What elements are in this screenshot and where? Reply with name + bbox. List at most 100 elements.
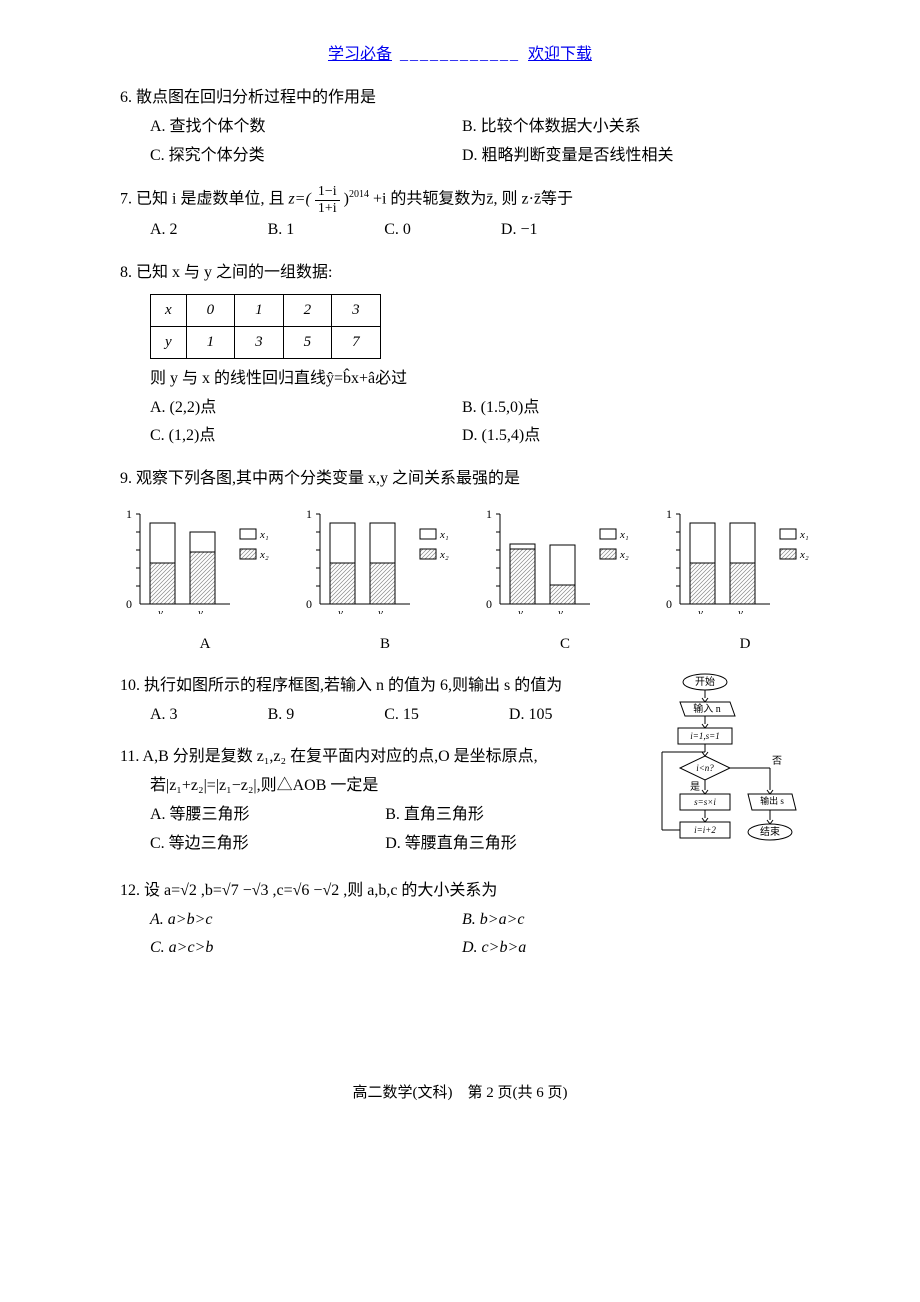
header-dashes: ____________ [400, 46, 520, 63]
svg-text:x₁: x₁ [799, 529, 809, 541]
svg-text:y₁: y₁ [517, 607, 527, 614]
flow-end: 结束 [760, 825, 780, 838]
table-row: x 0 1 2 3 [151, 294, 381, 326]
q8-cell: y [151, 326, 187, 358]
svg-text:x₂: x₂ [799, 549, 809, 561]
q10-option-d: D. 105 [509, 701, 553, 730]
q10-option-b: B. 9 [268, 701, 295, 730]
flow-no: 否 [772, 755, 782, 767]
q7-option-b: B. 1 [268, 216, 295, 245]
q12-option-a: A. a>b>c [150, 906, 462, 935]
q8-option-c: C. (1,2)点 [150, 422, 462, 451]
flowchart: 开始 输入 n i=1,s=1 i<n? 是 s=s×i i=i+2 [650, 672, 800, 877]
q9-chart-a: 1 0 y₁ y₂ x₁ x₂ A [120, 504, 290, 658]
svg-text:x₁: x₁ [439, 529, 449, 541]
flow-cond: i<n? [696, 763, 714, 773]
table-row: y 1 3 5 7 [151, 326, 381, 358]
svg-text:x₂: x₂ [619, 549, 629, 561]
header-link-2[interactable]: 欢迎下载 [528, 46, 592, 63]
question-12: 12. 设 a=√2 ,b=√7 −√3 ,c=√6 −√2 ,则 a,b,c … [120, 877, 800, 963]
q8-cell: 5 [283, 326, 332, 358]
question-10: 10. 执行如图所示的程序框图,若输入 n 的值为 6,则输出 s 的值为 A.… [120, 672, 640, 730]
q7-prefix: 7. 已知 i 是虚数单位, 且 [120, 191, 288, 208]
q12-option-d: D. c>b>a [462, 934, 774, 963]
chart-svg-c: 1 0 y₁ y₂ x₁ x₂ [480, 504, 650, 614]
svg-text:y₁: y₁ [697, 607, 707, 614]
q8-option-d: D. (1.5,4)点 [462, 422, 774, 451]
q7-fraction: 1−i 1+i [315, 184, 340, 216]
q7-frac-num: 1−i [315, 184, 340, 200]
q11-option-d: D. 等腰直角三角形 [385, 830, 620, 859]
q8-cell: 3 [235, 326, 284, 358]
flow-step2: i=i+2 [694, 825, 716, 835]
q11-option-c: C. 等边三角形 [150, 830, 385, 859]
q10-text: 10. 执行如图所示的程序框图,若输入 n 的值为 6,则输出 s 的值为 [120, 672, 640, 701]
chart-label-d: D [660, 631, 830, 658]
svg-text:0: 0 [486, 597, 492, 611]
svg-text:y₂: y₂ [197, 607, 207, 614]
q7-suffix: +i 的共轭复数为z̄, 则 z·z̄等于 [373, 191, 573, 208]
q12-text: 12. 设 a=√2 ,b=√7 −√3 ,c=√6 −√2 ,则 a,b,c … [120, 877, 800, 906]
flow-output: 输出 s [760, 795, 784, 806]
q6-option-c: C. 探究个体分类 [150, 142, 462, 171]
chart-svg-d: 1 0 y₁ y₂ x₁ x₂ [660, 504, 830, 614]
svg-text:x₁: x₁ [259, 529, 269, 541]
q7-exponent: 2014 [349, 190, 369, 201]
flow-input: 输入 n [693, 702, 721, 715]
question-9: 9. 观察下列各图,其中两个分类变量 x,y 之间关系最强的是 1 0 y₁ y… [120, 465, 800, 658]
q12-option-c: C. a>c>b [150, 934, 462, 963]
q11-option-a: A. 等腰三角形 [150, 801, 385, 830]
q8-cell: 3 [332, 294, 381, 326]
flow-start: 开始 [695, 675, 715, 688]
q8-table: x 0 1 2 3 y 1 3 5 7 [150, 294, 381, 359]
svg-text:0: 0 [666, 597, 672, 611]
q9-chart-b: 1 0 y₁ y₂ x₁ x₂ B [300, 504, 470, 658]
svg-text:y₂: y₂ [557, 607, 567, 614]
flow-yes: 是 [690, 781, 700, 793]
svg-text:y₁: y₁ [337, 607, 347, 614]
q6-text: 6. 散点图在回归分析过程中的作用是 [120, 84, 800, 113]
svg-text:1: 1 [126, 507, 132, 521]
q8-cell: x [151, 294, 187, 326]
flow-step1: s=s×i [694, 797, 716, 807]
q7-frac-den: 1+i [315, 201, 340, 216]
q7-zeq: z=( [288, 191, 310, 208]
q8-cell: 7 [332, 326, 381, 358]
page-header: 学习必备 ____________ 欢迎下载 [120, 40, 800, 64]
q8-cell: 1 [235, 294, 284, 326]
svg-text:x₁: x₁ [619, 529, 629, 541]
question-11: 11. A,B 分别是复数 z₁,z₂ 在复平面内对应的点,O 是坐标原点, 若… [120, 743, 640, 858]
chart-label-a: A [120, 631, 290, 658]
q8-cell: 0 [186, 294, 235, 326]
svg-text:y₁: y₁ [157, 607, 167, 614]
svg-text:y₂: y₂ [377, 607, 387, 614]
q10-q11-block: 10. 执行如图所示的程序框图,若输入 n 的值为 6,则输出 s 的值为 A.… [120, 672, 800, 877]
question-6: 6. 散点图在回归分析过程中的作用是 A. 查找个体个数 B. 比较个体数据大小… [120, 84, 800, 170]
q10-option-c: C. 15 [384, 701, 419, 730]
q7-option-d: D. −1 [501, 216, 538, 245]
question-7: 7. 已知 i 是虚数单位, 且 z=( 1−i 1+i )2014 +i 的共… [120, 184, 800, 245]
chart-svg-b: 1 0 y₁ y₂ x₁ x₂ [300, 504, 470, 614]
svg-text:1: 1 [306, 507, 312, 521]
q8-option-a: A. (2,2)点 [150, 394, 462, 423]
svg-text:y₂: y₂ [737, 607, 747, 614]
flowchart-svg: 开始 输入 n i=1,s=1 i<n? 是 s=s×i i=i+2 [650, 672, 800, 872]
svg-text:1: 1 [486, 507, 492, 521]
q7-text: 7. 已知 i 是虚数单位, 且 z=( 1−i 1+i )2014 +i 的共… [120, 184, 800, 216]
q8-line2: 则 y 与 x 的线性回归直线ŷ=b̂x+â必过 [150, 365, 800, 394]
svg-text:x₂: x₂ [259, 549, 269, 561]
svg-text:1: 1 [666, 507, 672, 521]
q7-option-a: A. 2 [150, 216, 178, 245]
q8-option-b: B. (1.5,0)点 [462, 394, 774, 423]
q8-cell: 2 [283, 294, 332, 326]
q12-option-b: B. b>a>c [462, 906, 774, 935]
page-footer: 高二数学(文科) 第 2 页(共 6 页) [0, 1081, 920, 1102]
q9-text: 9. 观察下列各图,其中两个分类变量 x,y 之间关系最强的是 [120, 465, 800, 494]
chart-label-b: B [300, 631, 470, 658]
svg-text:0: 0 [126, 597, 132, 611]
header-link-1[interactable]: 学习必备 [328, 46, 392, 63]
q9-chart-c: 1 0 y₁ y₂ x₁ x₂ C [480, 504, 650, 658]
q11-line2: 若|z₁+z₂|=|z₁−z₂|,则△AOB 一定是 [150, 772, 640, 801]
q8-cell: 1 [186, 326, 235, 358]
q6-option-a: A. 查找个体个数 [150, 113, 462, 142]
